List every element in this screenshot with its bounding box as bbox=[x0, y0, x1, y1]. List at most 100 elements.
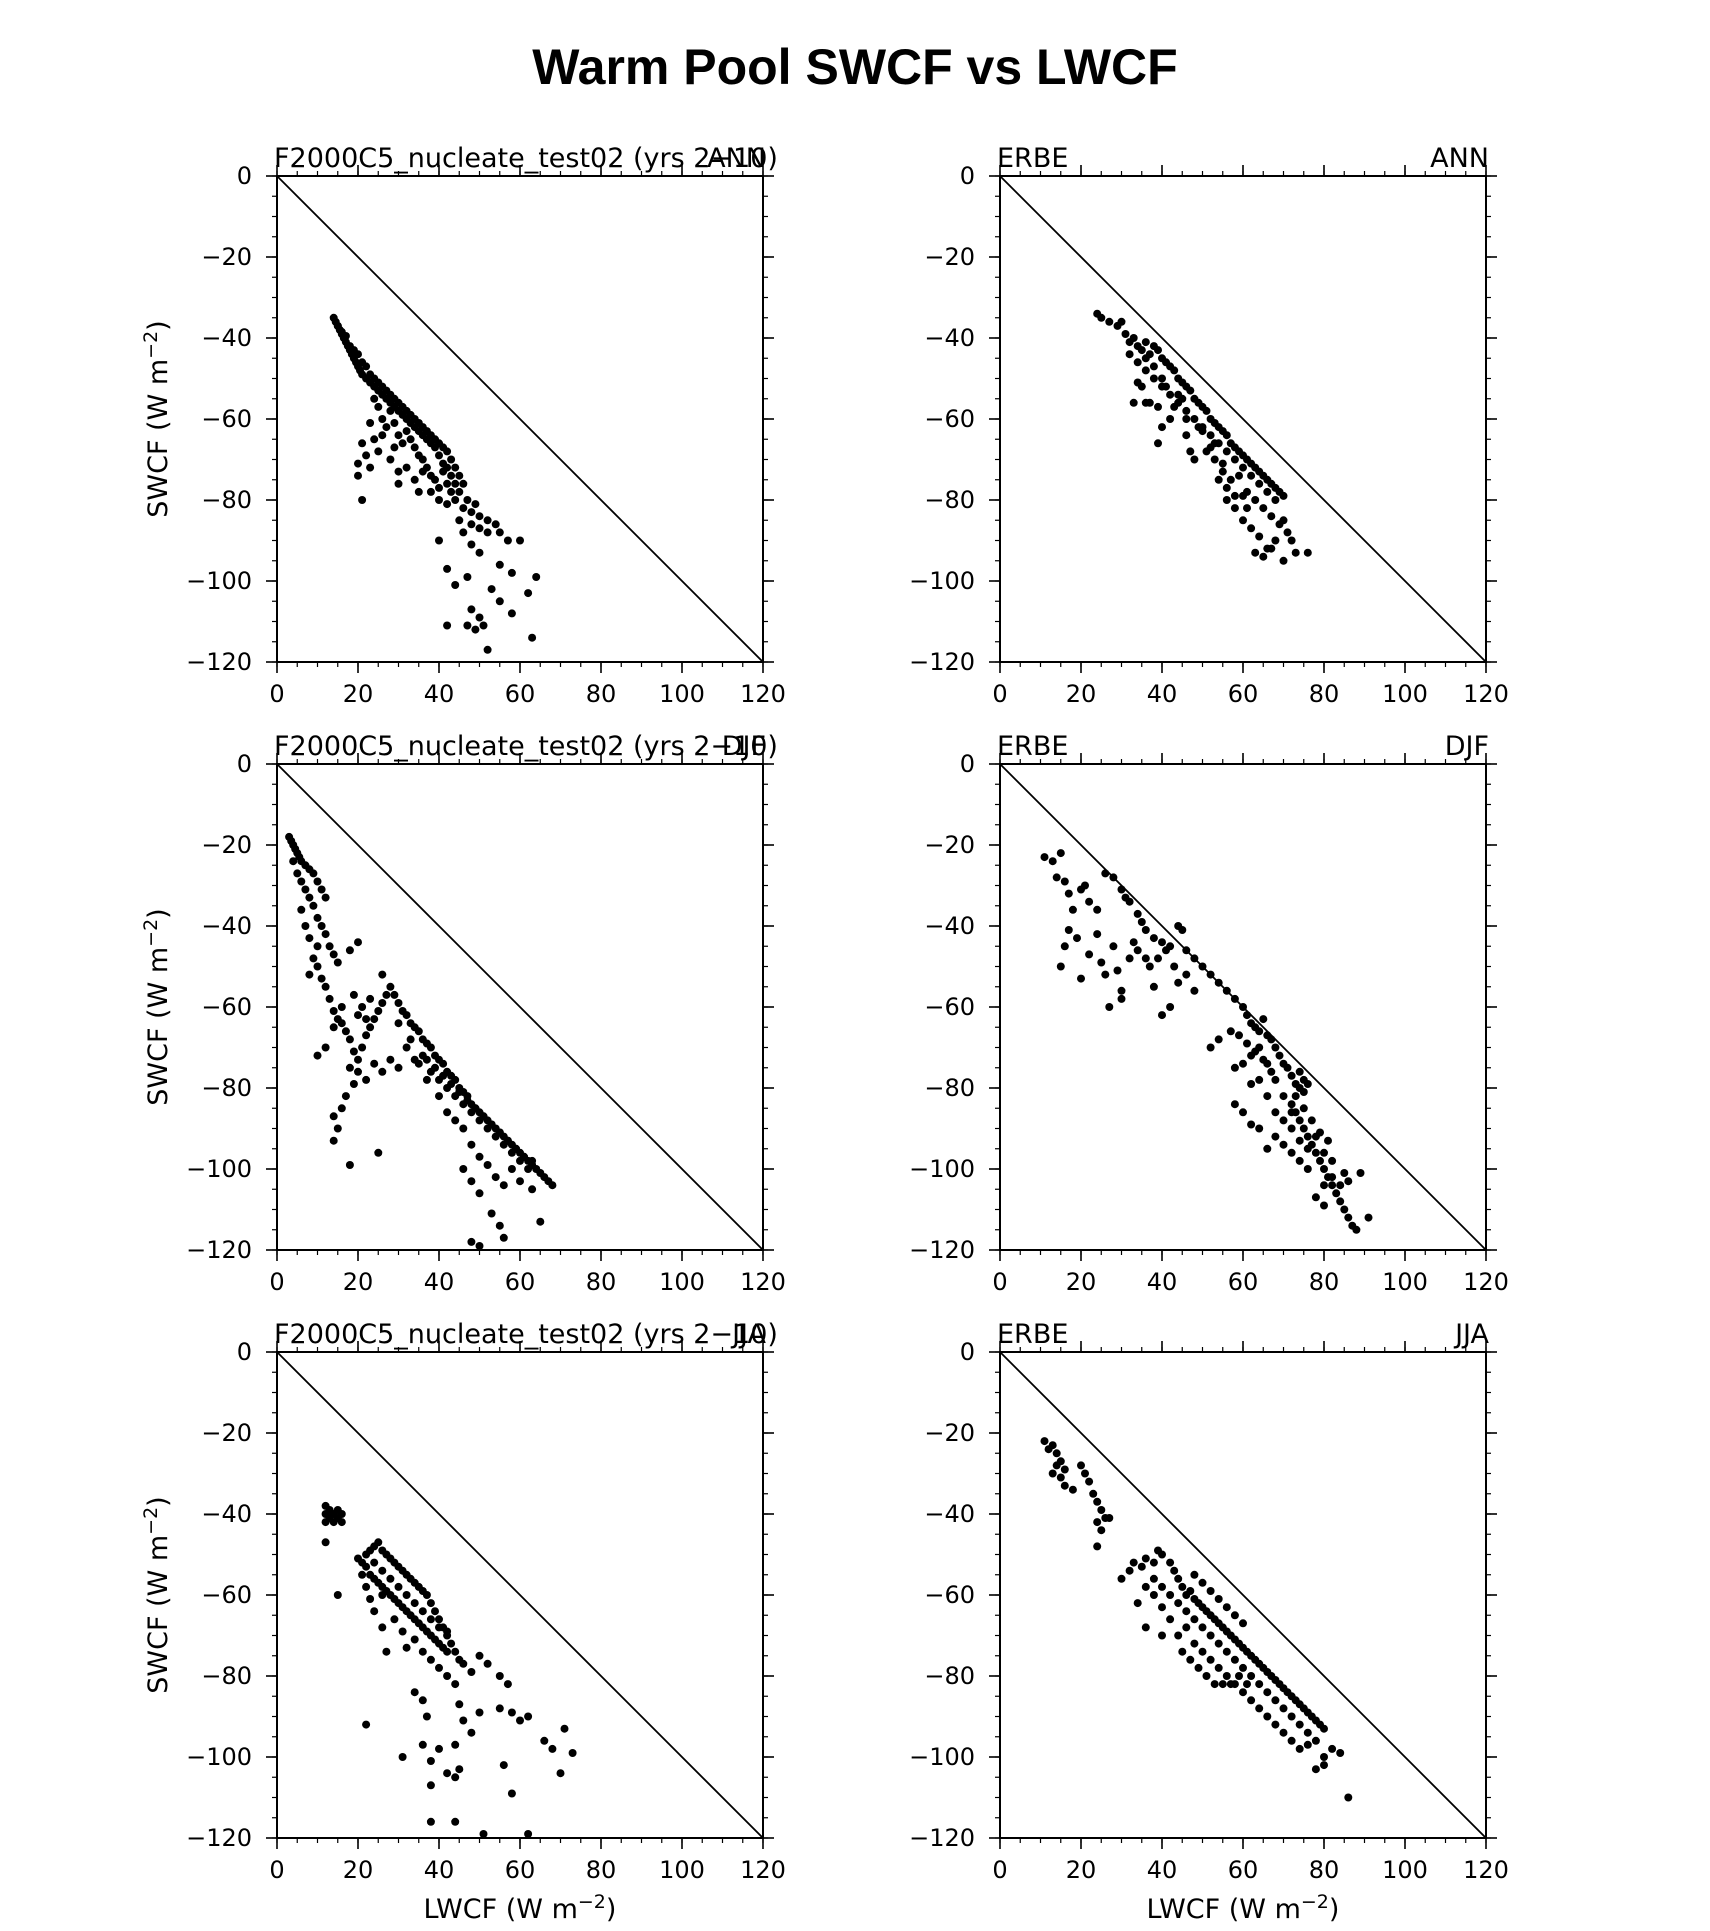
data-point bbox=[1263, 1092, 1272, 1101]
data-point bbox=[390, 419, 399, 427]
data-point bbox=[528, 633, 537, 642]
data-point bbox=[390, 443, 399, 452]
data-point bbox=[475, 1708, 484, 1717]
data-point bbox=[1267, 512, 1276, 521]
data-point bbox=[1158, 1582, 1166, 1591]
data-point bbox=[1141, 398, 1150, 407]
data-point bbox=[1182, 415, 1191, 423]
data-point bbox=[1166, 1615, 1175, 1624]
y-axis-label: SWCF (W m−2) bbox=[140, 908, 174, 1105]
data-point bbox=[1247, 524, 1256, 533]
data-point bbox=[475, 1242, 484, 1250]
data-point bbox=[1287, 1108, 1296, 1117]
data-point bbox=[1202, 406, 1211, 415]
y-tick-label: −120 bbox=[909, 648, 975, 676]
data-point bbox=[1230, 994, 1239, 1003]
data-point bbox=[1109, 873, 1118, 882]
data-point bbox=[1295, 1720, 1304, 1729]
data-point bbox=[358, 1043, 367, 1052]
data-point bbox=[1222, 1647, 1231, 1656]
data-point bbox=[394, 431, 403, 440]
data-point bbox=[435, 451, 443, 460]
data-point bbox=[495, 597, 504, 606]
data-point bbox=[1247, 1080, 1256, 1088]
data-point bbox=[451, 1817, 460, 1826]
data-point bbox=[1271, 536, 1280, 545]
data-point bbox=[451, 581, 460, 589]
data-point bbox=[402, 1591, 411, 1599]
data-point bbox=[1182, 1607, 1191, 1616]
data-point bbox=[524, 589, 533, 598]
data-point bbox=[1275, 1051, 1284, 1060]
data-point bbox=[431, 1607, 439, 1616]
data-point bbox=[548, 1744, 557, 1753]
data-point bbox=[1303, 548, 1312, 557]
data-point bbox=[345, 1035, 354, 1044]
data-point bbox=[414, 487, 423, 496]
data-point bbox=[475, 1651, 484, 1660]
data-point bbox=[1064, 889, 1073, 898]
data-point bbox=[560, 1724, 569, 1733]
data-point bbox=[329, 1023, 338, 1032]
data-point bbox=[402, 427, 411, 436]
data-point bbox=[1267, 544, 1276, 553]
data-point bbox=[475, 548, 484, 557]
data-point bbox=[483, 1659, 492, 1668]
y-tick-label: −40 bbox=[924, 912, 975, 940]
data-point bbox=[370, 1607, 379, 1616]
x-tick-label: 120 bbox=[740, 1856, 786, 1884]
data-point bbox=[325, 942, 334, 951]
data-point bbox=[1230, 1063, 1239, 1072]
data-point bbox=[1073, 934, 1081, 943]
data-point bbox=[1239, 1108, 1247, 1117]
data-point bbox=[297, 877, 306, 886]
data-point bbox=[1320, 1165, 1328, 1173]
data-point bbox=[471, 1104, 480, 1113]
data-point bbox=[313, 942, 322, 951]
data-point bbox=[1125, 350, 1134, 359]
data-point bbox=[1320, 1201, 1328, 1210]
data-point bbox=[447, 471, 456, 480]
data-point bbox=[329, 950, 338, 959]
data-point bbox=[1299, 1104, 1308, 1113]
data-point bbox=[382, 990, 391, 999]
data-point bbox=[1052, 1461, 1061, 1470]
data-point bbox=[1190, 986, 1199, 995]
data-point bbox=[1060, 942, 1069, 951]
data-point bbox=[1247, 1696, 1256, 1705]
data-point bbox=[1194, 423, 1203, 432]
data-point bbox=[1230, 1100, 1239, 1109]
data-point bbox=[1174, 1631, 1183, 1640]
data-point bbox=[1174, 978, 1183, 987]
data-point bbox=[333, 321, 342, 330]
data-point bbox=[1174, 1574, 1183, 1583]
data-point bbox=[1218, 1680, 1227, 1689]
data-point bbox=[1222, 986, 1231, 995]
scatter-panel-2: ERBE ANN 0 20 40 60 80 100 120 0 −20 −40 −60 −80 −100 −… bbox=[909, 143, 1509, 708]
data-point bbox=[362, 451, 371, 460]
data-point bbox=[1214, 1035, 1223, 1044]
data-point bbox=[1064, 926, 1073, 934]
data-point bbox=[1214, 1639, 1223, 1648]
data-point bbox=[1109, 942, 1118, 951]
data-point bbox=[418, 1740, 427, 1749]
data-point bbox=[1085, 1477, 1094, 1486]
data-point bbox=[443, 479, 452, 488]
data-point bbox=[1170, 962, 1179, 971]
data-point bbox=[1263, 1712, 1272, 1721]
data-point bbox=[1303, 1165, 1312, 1173]
y-tick-label: −20 bbox=[201, 243, 252, 271]
data-point bbox=[1190, 455, 1199, 464]
data-point bbox=[1356, 1169, 1365, 1177]
data-point bbox=[394, 1063, 403, 1072]
data-point bbox=[354, 1011, 362, 1020]
y-tick-label: 0 bbox=[237, 1338, 252, 1366]
data-point bbox=[463, 1096, 472, 1105]
data-point bbox=[1178, 926, 1187, 934]
data-point bbox=[329, 1112, 338, 1121]
data-point bbox=[1077, 974, 1085, 983]
data-point bbox=[1141, 1623, 1150, 1632]
y-tick-label: −120 bbox=[909, 1824, 975, 1852]
data-point bbox=[426, 1817, 435, 1826]
